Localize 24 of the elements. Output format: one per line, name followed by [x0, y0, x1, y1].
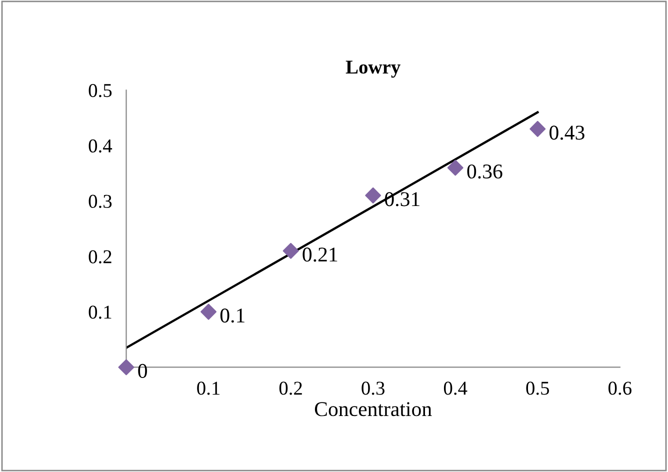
point: [118, 359, 134, 376]
x-tick-label: 0.6: [608, 382, 632, 395]
x-tick-label: 0.5: [526, 382, 550, 395]
data-label: 0.1: [220, 308, 244, 323]
y-tick-label: 0.3: [88, 194, 112, 208]
point: [200, 304, 217, 320]
data-label: 0: [138, 364, 147, 378]
data-label: 0.36: [467, 164, 502, 179]
y-tick-label: 0.1: [88, 306, 112, 319]
point: [365, 187, 382, 204]
y-tick-label: 0.2: [88, 250, 112, 264]
y-tick-label: 0.4: [88, 139, 112, 153]
y-tick-label: 0.5: [88, 84, 112, 98]
x-tick-label: 0.2: [279, 382, 302, 395]
x-tick-label: 0.3: [362, 382, 384, 395]
point: [447, 160, 464, 176]
x-axis-title: Concentration: [314, 402, 432, 416]
point: [282, 242, 299, 259]
data-label: 0.43: [550, 126, 584, 140]
x-tick-label: 0.4: [444, 382, 468, 395]
chart-title: Lowry: [346, 60, 400, 78]
point: [530, 120, 546, 137]
x-tick-label: 0.1: [197, 382, 220, 395]
data-label: 0.21: [302, 248, 338, 262]
